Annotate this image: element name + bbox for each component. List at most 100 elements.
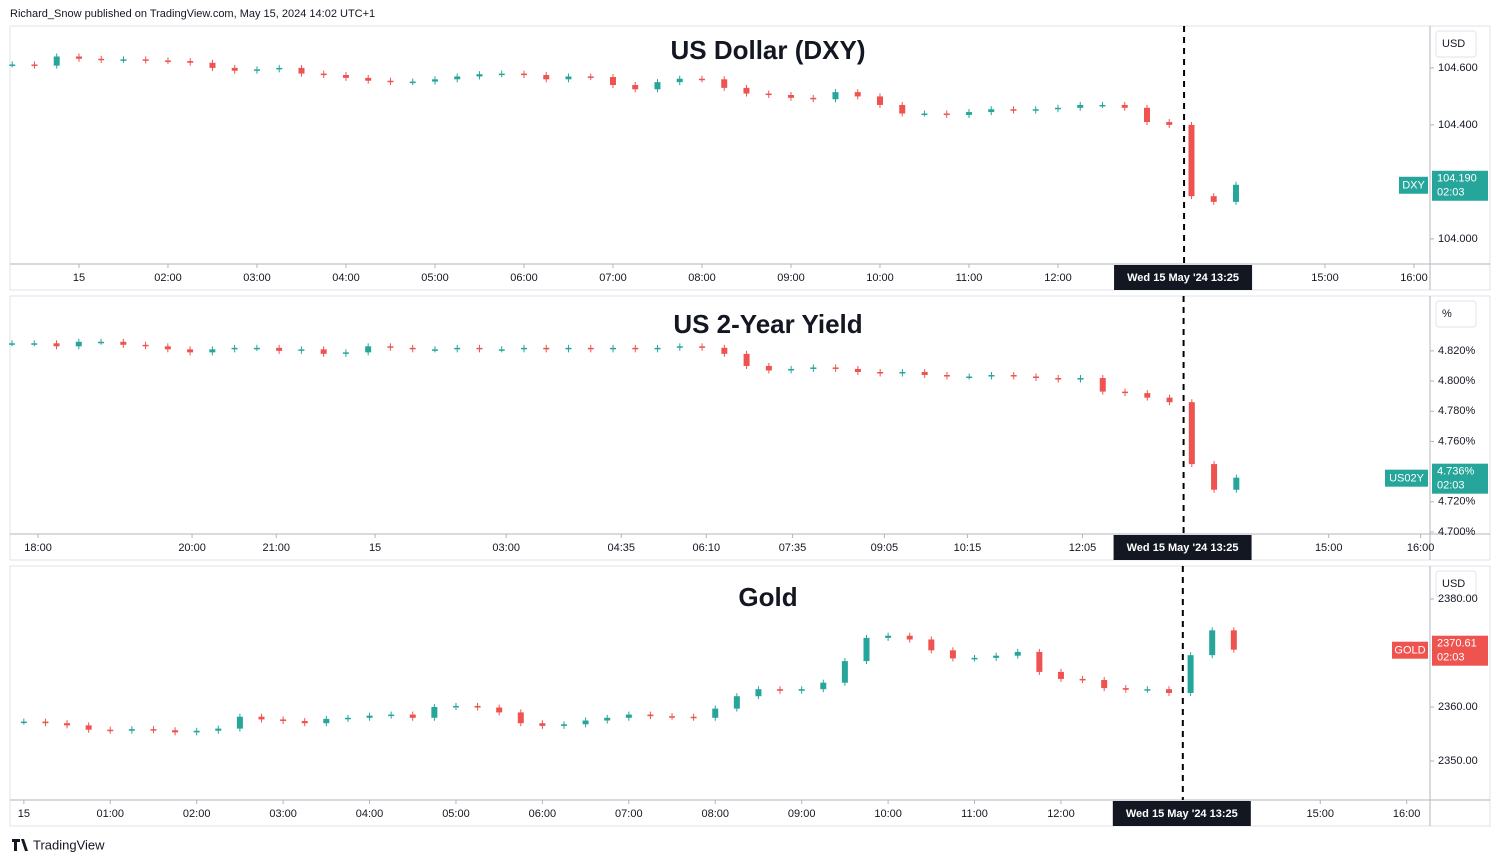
candle (98, 341, 105, 344)
x-tick-label: 11:00 (956, 272, 983, 284)
candle (231, 67, 238, 71)
candle (928, 639, 935, 651)
candle (560, 724, 567, 726)
candle (1055, 378, 1062, 380)
x-tick-label: 07:35 (779, 542, 807, 554)
candle (609, 77, 616, 86)
x-tick-label: 16:00 (1393, 808, 1421, 820)
x-tick-label: 15 (73, 272, 85, 284)
candle (31, 64, 38, 66)
chart-panel: Gold USD 2350.00 2360.00 2380.00 15 01:00 02:00… (9, 565, 1491, 827)
candle (787, 94, 794, 98)
x-tick-label: 05:00 (442, 808, 470, 820)
candle (365, 346, 372, 353)
candle (209, 62, 216, 68)
candle (698, 78, 705, 81)
crosshair-box (1114, 265, 1253, 290)
candle (1010, 375, 1017, 377)
candle (42, 721, 49, 724)
candle (1122, 688, 1129, 690)
candle (498, 73, 505, 76)
candle (699, 346, 706, 348)
footer-brand[interactable]: TradingView (33, 837, 105, 852)
candle (1099, 378, 1106, 392)
candle (320, 349, 327, 354)
candle (810, 367, 817, 369)
candle (899, 104, 906, 114)
y-tick-label: 4.700% (1438, 526, 1476, 538)
candle (276, 347, 283, 351)
candle (107, 729, 114, 732)
candle (150, 729, 157, 731)
candle (669, 716, 676, 718)
price-tag-value: 104.190 (1437, 173, 1477, 185)
candle (409, 81, 416, 84)
x-tick-label: 15:00 (1311, 272, 1339, 284)
candle (743, 87, 750, 94)
candle (431, 349, 438, 351)
candle (1166, 122, 1173, 125)
candle (988, 109, 995, 113)
x-tick-label: 10:00 (866, 272, 894, 284)
candle (921, 371, 928, 376)
candle (496, 707, 503, 713)
candle (1143, 107, 1150, 123)
x-tick-label: 15 (18, 808, 30, 820)
candle (966, 376, 973, 379)
candle (253, 69, 260, 71)
candle (431, 707, 438, 718)
panel-frame (9, 565, 1491, 827)
candle (632, 347, 639, 350)
candle (1077, 378, 1084, 380)
candle (943, 113, 950, 116)
candle (236, 716, 243, 729)
candle (1166, 397, 1173, 403)
candle (98, 58, 105, 61)
candle (520, 347, 527, 350)
x-tick-label: 21:00 (262, 542, 290, 554)
candle (365, 77, 372, 81)
x-tick-label: 04:35 (608, 542, 636, 554)
candle (755, 689, 762, 697)
candle (876, 96, 883, 105)
candle (323, 718, 330, 724)
logo (12, 839, 28, 851)
candle (320, 73, 327, 76)
x-tick-label: 02:00 (183, 808, 211, 820)
candle (1032, 376, 1039, 379)
x-tick-label: 03:00 (269, 808, 297, 820)
chart-panel: US 2-Year Yield % 4.700% 4.720% 4.760% 4.780%… (9, 295, 1491, 561)
candle (877, 371, 884, 374)
x-tick-label: 10:15 (954, 542, 982, 554)
candle (565, 76, 572, 80)
candle (142, 344, 149, 347)
symbol-tag (1399, 176, 1428, 194)
x-tick-label: 11:00 (961, 808, 988, 820)
candle (965, 112, 972, 115)
candle (1211, 464, 1218, 490)
price-tag-countdown: 02:03 (1437, 480, 1465, 492)
candle (854, 92, 861, 97)
x-tick-label: 09:00 (777, 272, 805, 284)
symbol-tag-label: DXY (1402, 180, 1425, 192)
price-tag-countdown: 02:03 (1437, 652, 1465, 664)
chart-title: US Dollar (DXY) (670, 35, 865, 65)
x-tick-label: 12:00 (1044, 272, 1072, 284)
candle (388, 714, 395, 717)
candle (1099, 104, 1106, 107)
candle (587, 76, 594, 78)
candle (20, 721, 27, 724)
price-tag (1432, 170, 1488, 201)
y-tick-label: 104.600 (1438, 62, 1478, 74)
x-tick-label: 16:00 (1400, 272, 1428, 284)
candle (1054, 107, 1061, 110)
candle (906, 635, 913, 640)
x-tick-label: 09:05 (871, 542, 899, 554)
candle (75, 341, 82, 347)
x-tick-label: 06:00 (529, 808, 557, 820)
candle (721, 347, 728, 354)
candle (690, 716, 697, 719)
candle (1230, 630, 1237, 650)
x-tick-label: 09:00 (788, 808, 816, 820)
candle (993, 655, 1000, 658)
